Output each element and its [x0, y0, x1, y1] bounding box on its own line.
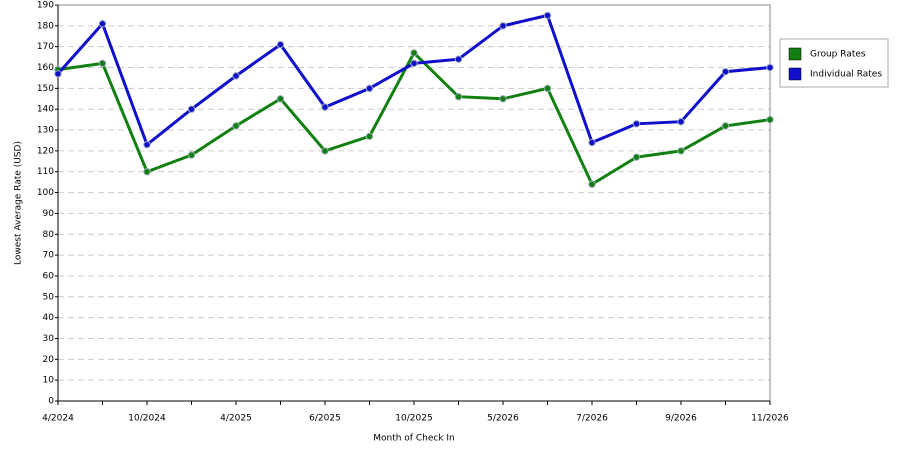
- data-point: [365, 132, 374, 141]
- data-point: [321, 147, 329, 155]
- x-tick-label: 6/2025: [309, 414, 341, 424]
- y-tick-label: 150: [37, 84, 54, 94]
- y-tick-label: 100: [37, 188, 54, 198]
- data-point: [98, 59, 107, 68]
- y-tick-label: 170: [37, 42, 54, 52]
- x-tick-label: 10/2024: [128, 414, 166, 424]
- data-point: [365, 84, 374, 93]
- y-tick-label: 110: [37, 167, 54, 177]
- data-point: [499, 22, 507, 30]
- x-tick-label: 7/2026: [576, 414, 608, 424]
- y-tick-label: 190: [37, 1, 54, 11]
- y-tick-label: 160: [37, 63, 54, 73]
- data-point: [454, 55, 463, 63]
- y-tick-label: 40: [43, 313, 55, 323]
- y-tick-label: 60: [43, 271, 55, 281]
- data-point: [410, 59, 418, 68]
- y-tick-label: 20: [43, 355, 55, 365]
- data-point: [766, 63, 774, 72]
- y-tick-label: 180: [37, 21, 54, 31]
- data-point: [588, 180, 596, 188]
- x-tick-label: 9/2026: [665, 414, 697, 424]
- x-tick-label: 10/2025: [395, 414, 432, 424]
- data-point: [321, 103, 329, 111]
- series-line: [56, 13, 771, 148]
- data-point: [543, 84, 552, 93]
- data-point: [677, 147, 685, 155]
- x-tick-label: 5/2026: [487, 414, 519, 424]
- data-point: [454, 93, 463, 101]
- data-point: [632, 120, 641, 128]
- y-tick-label: 130: [37, 126, 54, 136]
- data-point: [543, 11, 552, 20]
- data-point: [232, 122, 240, 130]
- legend-swatch: [788, 47, 802, 61]
- data-point: [721, 122, 730, 130]
- y-axis-title: Lowest Average Rate (USD): [14, 141, 24, 265]
- y-tick-label: 30: [43, 334, 55, 344]
- x-tick-label: 4/2025: [220, 414, 252, 424]
- data-point: [410, 49, 418, 57]
- data-point: [677, 118, 685, 126]
- x-tick-label: 4/2024: [42, 414, 74, 424]
- data-point: [143, 168, 151, 176]
- series-line: [57, 50, 771, 187]
- legend-label: Individual Rates: [810, 70, 882, 80]
- data-point: [499, 95, 507, 103]
- data-point: [54, 70, 62, 78]
- y-tick-label: 140: [37, 105, 54, 115]
- y-tick-label: 120: [37, 146, 54, 156]
- data-point: [143, 140, 151, 149]
- data-point: [187, 105, 196, 113]
- data-point: [766, 115, 774, 124]
- data-point: [187, 151, 196, 159]
- data-point: [721, 67, 730, 76]
- x-axis-title: Month of Check In: [373, 434, 455, 444]
- data-point: [276, 95, 285, 103]
- data-point: [98, 20, 107, 28]
- y-tick-label: 70: [43, 251, 55, 261]
- data-point: [588, 138, 596, 147]
- data-point: [276, 40, 285, 49]
- y-tick-label: 80: [43, 230, 55, 240]
- y-tick-label: 0: [48, 397, 54, 407]
- y-tick-label: 10: [43, 376, 55, 386]
- data-point: [232, 72, 240, 80]
- data-point: [632, 153, 641, 161]
- y-tick-label: 90: [43, 209, 55, 219]
- legend-label: Group Rates: [810, 50, 866, 60]
- y-tick-label: 50: [43, 292, 55, 302]
- legend-swatch: [788, 67, 802, 81]
- x-tick-label: 11/2026: [751, 414, 789, 424]
